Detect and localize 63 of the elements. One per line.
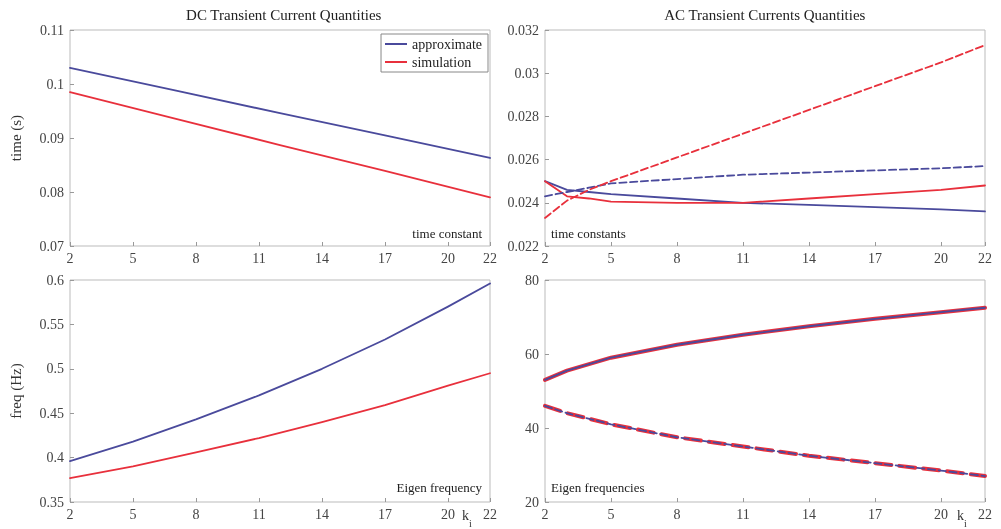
x-tick-label: 2 bbox=[541, 506, 549, 522]
x-tick-label: 11 bbox=[252, 506, 266, 522]
y-tick-label: 0.09 bbox=[39, 130, 64, 146]
annotation: Eigen frequencies bbox=[551, 480, 645, 495]
x-tick-label: 17 bbox=[868, 506, 882, 522]
x-tick-label: 17 bbox=[378, 506, 392, 522]
x-tick-label: 22 bbox=[978, 250, 992, 266]
x-tick-label: 14 bbox=[315, 506, 329, 522]
y-tick-label: 0.5 bbox=[46, 361, 64, 377]
y-tick-label: 0.022 bbox=[507, 238, 539, 254]
y-tick-label: 0.024 bbox=[507, 195, 539, 211]
legend-label: simulation bbox=[412, 54, 472, 70]
annotation: time constant bbox=[412, 226, 483, 241]
x-tick-label: 5 bbox=[607, 250, 615, 266]
x-tick-label: 11 bbox=[736, 506, 750, 522]
x-tick-label: 20 bbox=[934, 250, 948, 266]
x-tick-label: 22 bbox=[483, 506, 497, 522]
x-tick-label: 17 bbox=[868, 250, 882, 266]
x-tick-label: 11 bbox=[252, 250, 266, 266]
y-tick-label: 0.1 bbox=[46, 76, 64, 92]
y-tick-label: 0.03 bbox=[514, 65, 539, 81]
y-tick-label: 0.55 bbox=[39, 316, 64, 332]
y-tick-label: 0.4 bbox=[46, 450, 64, 466]
y-tick-label: 0.35 bbox=[39, 494, 64, 510]
x-tick-label: 22 bbox=[978, 506, 992, 522]
y-tick-label: 0.08 bbox=[39, 184, 64, 200]
x-tick-label: 2 bbox=[66, 250, 74, 266]
y-axis-title: freq (Hz) bbox=[7, 363, 25, 419]
y-axis-title: time (s) bbox=[7, 114, 25, 162]
x-tick-label: 8 bbox=[673, 506, 681, 522]
x-tick-label: 20 bbox=[441, 250, 455, 266]
x-tick-label: 11 bbox=[736, 250, 750, 266]
x-tick-label: 20 bbox=[934, 506, 948, 522]
x-tick-label: 22 bbox=[483, 250, 497, 266]
chart-title: DC Transient Current Quantities bbox=[186, 6, 382, 23]
y-tick-label: 60 bbox=[525, 346, 539, 362]
x-tick-label: 8 bbox=[192, 506, 200, 522]
legend-label: approximate bbox=[412, 36, 483, 52]
y-tick-label: 80 bbox=[525, 272, 539, 288]
y-tick-label: 40 bbox=[525, 420, 539, 436]
x-tick-label: 14 bbox=[315, 250, 329, 266]
x-tick-label: 14 bbox=[802, 506, 816, 522]
y-tick-label: 0.45 bbox=[39, 405, 64, 421]
annotation: time constants bbox=[551, 226, 626, 241]
y-tick-label: 0.6 bbox=[46, 272, 64, 288]
x-tick-label: 14 bbox=[802, 250, 816, 266]
y-tick-label: 20 bbox=[525, 494, 539, 510]
x-tick-label: 2 bbox=[66, 506, 74, 522]
y-tick-label: 0.07 bbox=[39, 238, 64, 254]
y-tick-label: 0.026 bbox=[507, 152, 539, 168]
chart-title: AC Transient Currents Quantities bbox=[664, 6, 866, 23]
annotation: Eigen frequency bbox=[396, 480, 483, 495]
x-tick-label: 5 bbox=[129, 250, 137, 266]
y-tick-label: 0.11 bbox=[40, 22, 64, 38]
y-tick-label: 0.032 bbox=[507, 22, 539, 38]
x-tick-label: 17 bbox=[378, 250, 392, 266]
x-tick-label: 5 bbox=[607, 506, 615, 522]
x-tick-label: 8 bbox=[192, 250, 200, 266]
x-tick-label: 2 bbox=[541, 250, 549, 266]
x-tick-label: 8 bbox=[673, 250, 681, 266]
x-tick-label: 20 bbox=[441, 506, 455, 522]
y-tick-label: 0.028 bbox=[507, 108, 539, 124]
x-tick-label: 5 bbox=[129, 506, 137, 522]
